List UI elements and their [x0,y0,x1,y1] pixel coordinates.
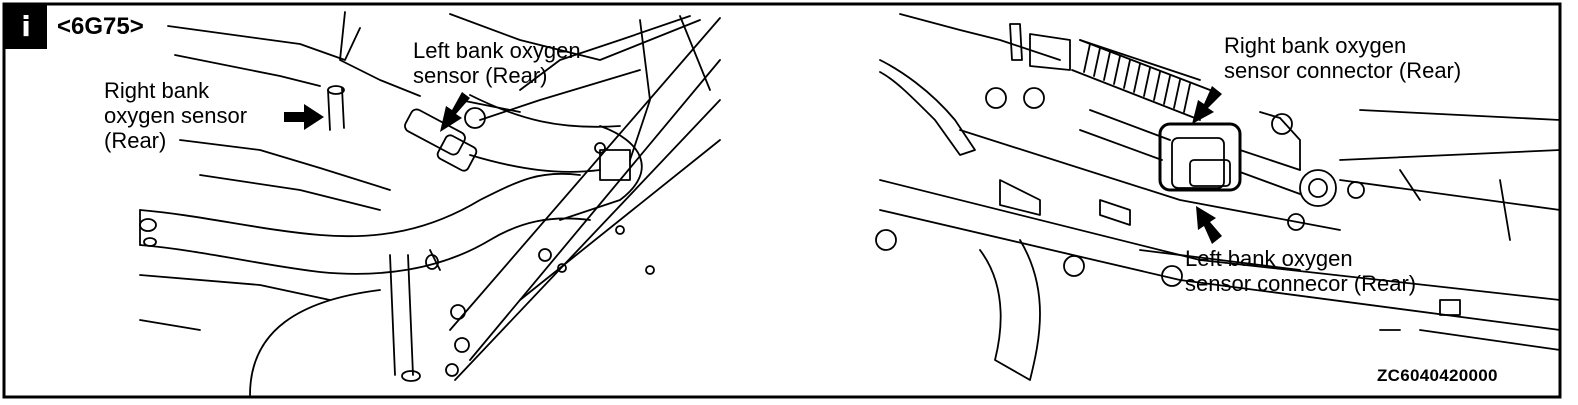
right-bank-connector-label: Right bank oxygen sensor connector (Rear… [1224,33,1462,83]
right-bank-sensor-arrow [284,104,324,130]
left-bank-oxygen-sensor-label: Left bank oxygen sensor (Rear) [413,38,581,88]
left-bank-sensor-arrow [440,92,470,132]
right-bank-oxygen-sensor-label: Right bank oxygen sensor (Rear) [104,78,248,153]
left-bank-connector-label: Left bank oxygen sensor connecor (Rear) [1185,246,1417,296]
left-underbody-drawing [139,11,721,396]
right-panel-arrows [1192,86,1222,244]
left-panel-arrows [284,92,470,132]
right-connector-drawing [875,13,1561,381]
outer-border [2,2,1562,399]
engine-model-label: <6G75> [57,13,144,40]
info-icon: i [5,5,47,49]
figure-code: ZC6040420000 [1377,366,1498,385]
left-bank-connector-arrow [1196,206,1222,244]
right-bank-connector-arrow [1192,86,1222,124]
